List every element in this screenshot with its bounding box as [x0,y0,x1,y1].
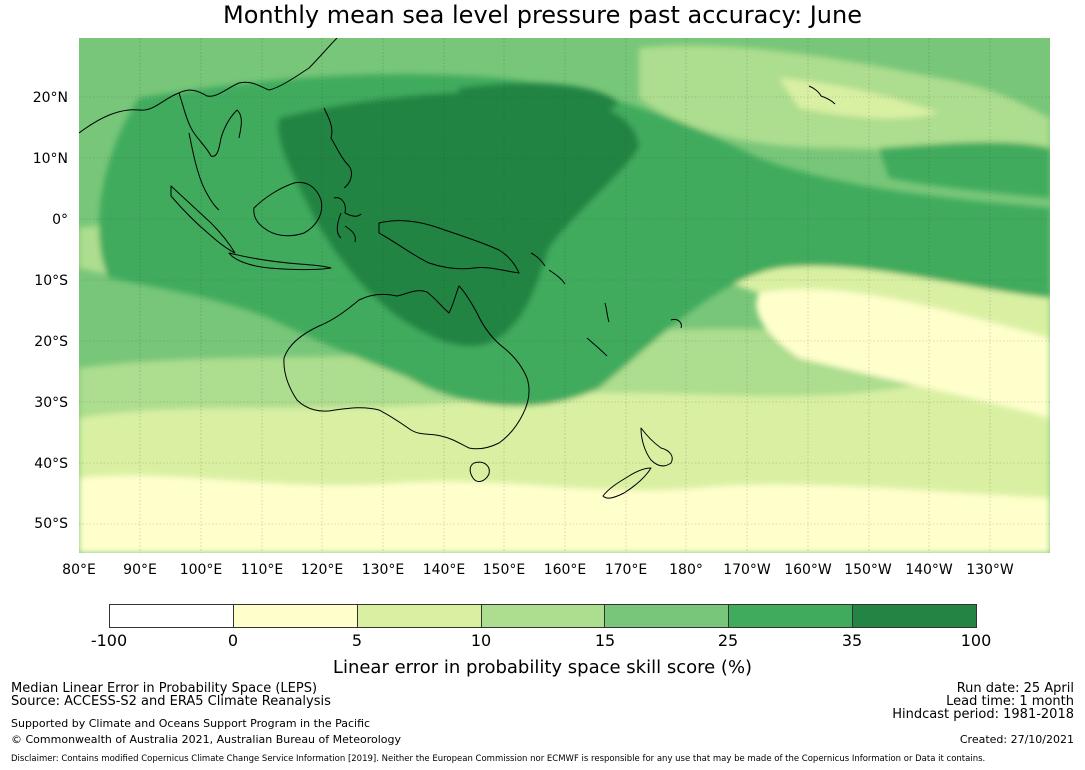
lon-label: 170°E [604,562,648,578]
coastline-borneo [253,181,323,237]
lon-label: 160°E [543,562,587,578]
lon-label: 150°E [482,562,526,578]
lon-label: 180° [669,562,703,578]
colorbar-tick: 0 [227,631,239,650]
colorbar-segment [357,605,482,627]
region-25-35-east [879,142,1050,198]
colorbar-segment [481,605,606,627]
lon-label: 140°E [422,562,466,578]
coastline-philippines [323,107,352,189]
coastline-vanuatu [604,302,610,323]
colorbar-tick: -100 [90,631,128,650]
footer-method: Median Linear Error in Probability Space… [11,681,318,696]
coastline-sulawesi [333,197,362,243]
footer-created: Created: 27/10/2021 [959,733,1074,746]
colorbar-tick: 15 [594,631,616,650]
lat-label: 20°S [34,334,68,350]
footer-disclaimer: Disclaimer: Contains modified Copernicus… [11,754,986,764]
lat-label: 50°S [34,516,68,532]
coastline-new-zealand-north [640,427,673,467]
region-0-5-east [756,289,1050,418]
colorbar-label: Linear error in probability space skill … [332,657,753,678]
footer-source: Source: ACCESS-S2 and ERA5 Climate Reana… [11,694,331,709]
footer-copyright: © Commonwealth of Australia 2021, Austra… [11,733,401,746]
footer-lead-time: Lead time: 1 month [946,694,1074,709]
skill-map [79,38,1050,553]
skill-field-regions [79,45,1050,553]
region-35-100-north [458,83,619,123]
coastline-tasmania [469,461,490,482]
coastline-malay-peninsula [188,132,220,211]
colorbar-segment [110,605,234,627]
lon-label: 130°E [361,562,405,578]
map-title: Monthly mean sea level pressure past acc… [222,1,862,29]
region-0-5-south [79,475,1050,553]
coastline-asia-mainland [79,38,338,134]
colorbar-segment [853,605,977,627]
lon-label: 160°W [784,562,832,578]
lon-label: 90°E [123,562,157,578]
lat-label: 10°S [34,273,68,289]
colorbar-tick: 10 [470,631,492,650]
coastline-new-zealand-south [602,467,652,499]
lon-label: 170°W [723,562,771,578]
coastline-sumatra [170,185,236,254]
region-5-10-ne [779,78,939,119]
colorbar-tick: 5 [351,631,363,650]
graticule [79,38,1050,553]
coastline-fiji [670,319,682,329]
coastline-java [228,252,332,270]
lon-label: 110°E [240,562,284,578]
colorbar-tick: 35 [841,631,863,650]
coastline-australia [283,285,530,450]
colorbar-segment [729,605,854,627]
colorbar-segment [605,605,730,627]
lon-label: 120°E [300,562,344,578]
region-35-100-core [278,91,639,347]
footer-run-date: Run date: 25 April [956,681,1074,696]
colorbar-tick: 100 [960,631,992,650]
coastline-solomon-islands [530,252,566,285]
lat-label: 40°S [34,456,68,472]
lon-label: 80°E [62,562,96,578]
footer-hindcast-period: Hindcast period: 1981-2018 [892,707,1074,722]
colorbar-tick: 25 [717,631,739,650]
coastline-indochina [178,92,242,157]
lon-label: 100°E [179,562,223,578]
lon-label: 130°W [966,562,1014,578]
coastline-hawaii [808,85,836,105]
coastline-new-caledonia [586,337,608,357]
footer-support: Supported by Climate and Oceans Support … [11,717,371,730]
lat-label: 10°N [32,151,68,167]
colorbar-segment [233,605,358,627]
lat-label: 20°N [32,90,68,106]
lon-label: 150°W [844,562,892,578]
lat-label: 0° [52,212,68,228]
lat-label: 30°S [34,395,68,411]
coastlines [79,38,836,499]
lon-label: 140°W [905,562,953,578]
colorbar [109,604,977,628]
coastline-new-guinea [378,220,520,274]
